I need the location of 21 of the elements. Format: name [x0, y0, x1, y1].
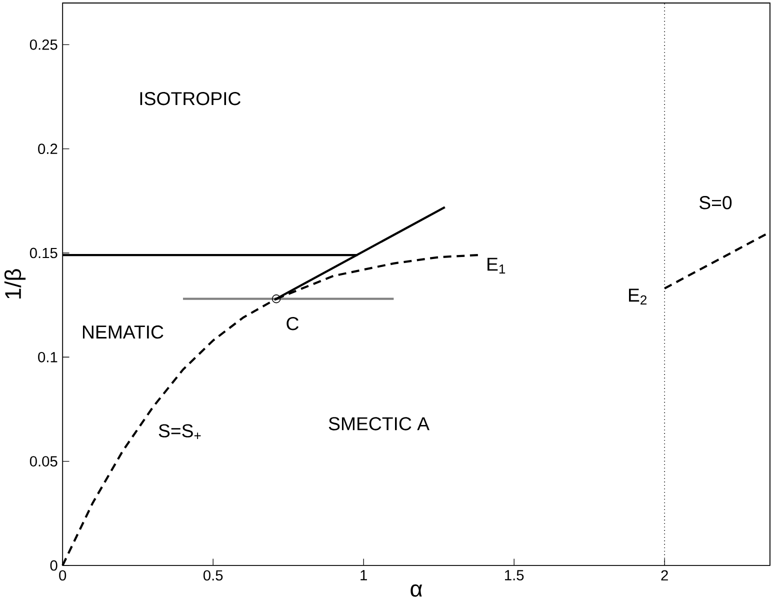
annotation: ISOTROPIC [140, 92, 241, 106]
x-axis-title: α [410, 584, 422, 597]
x-tick-label: 1.5 [505, 570, 524, 580]
y-tick-label: 0.05 [30, 456, 58, 466]
y-tick-label: 0.2 [38, 143, 58, 154]
x-tick-label: 0 [59, 570, 66, 580]
y-tick-label: 0.15 [30, 248, 58, 258]
annotation: SMECTIC A [328, 416, 430, 430]
annotation: S=S$_{+}$ [158, 424, 201, 439]
x-tick-label: 1 [360, 570, 367, 580]
annotation: C [286, 316, 299, 330]
x-tick-label: 0.5 [203, 570, 223, 580]
y-tick-label: 0.25 [30, 39, 58, 50]
annotation: NEMATIC [82, 325, 164, 338]
x-tick-label: 2 [661, 570, 668, 580]
y-tick-label: 0 [50, 560, 58, 570]
y-tick-label: 0.1 [38, 352, 58, 362]
annotation: E$_{1}$ [488, 258, 506, 274]
y-axis-title: 1/β [4, 268, 26, 298]
annotation: S=0 [699, 196, 732, 210]
annotation: E$_{2}$ [629, 288, 647, 304]
